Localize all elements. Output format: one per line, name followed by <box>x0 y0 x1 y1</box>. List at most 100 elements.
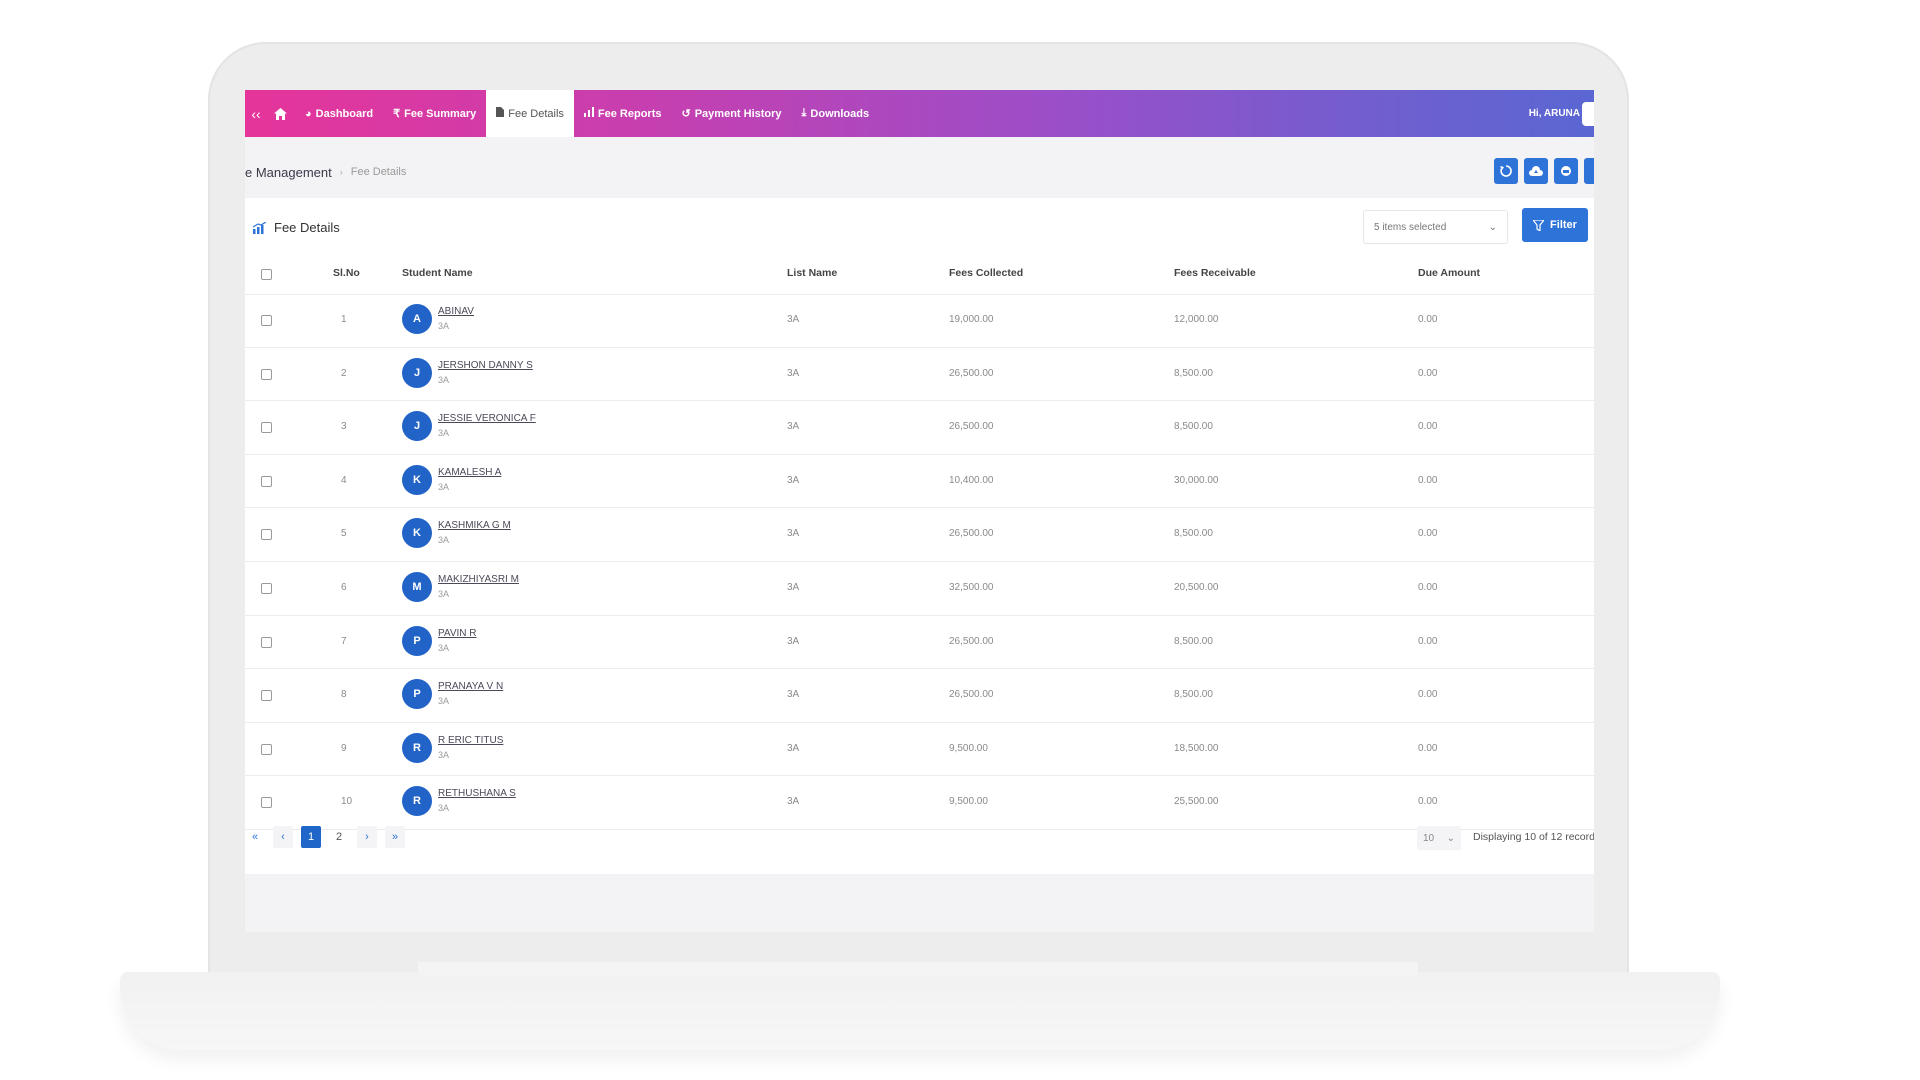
nav-fee-details[interactable]: Fee Details <box>486 90 574 137</box>
table-row: 9 R R ERIC TITUS 3A 3A 9,500.00 18,500.00 0.00 <box>245 723 1594 777</box>
header-fees-receivable[interactable]: Fees Receivable <box>1174 267 1256 279</box>
card-title-text: Fee Details <box>274 220 340 235</box>
chart-icon <box>583 107 594 120</box>
student-name-link[interactable]: ABINAV <box>438 306 474 317</box>
history-icon: ↺ <box>681 108 691 120</box>
first-page-button[interactable]: « <box>251 831 259 843</box>
table-row: 6 M MAKIZHIYASRI M 3A 3A 32,500.00 20,500.00 0.… <box>245 562 1594 616</box>
row-checkbox[interactable] <box>261 743 272 755</box>
select-all-checkbox[interactable] <box>261 269 272 280</box>
nav-downloads[interactable]: ⤓ Downloads <box>792 90 880 137</box>
cell-slno: 2 <box>341 367 347 379</box>
row-checkbox[interactable] <box>261 529 272 541</box>
row-checkbox[interactable] <box>261 690 272 702</box>
cell-fees-receivable: 8,500.00 <box>1174 635 1213 647</box>
collapse-chevron-icon[interactable]: ‹‹ <box>251 105 261 122</box>
download-icon: ⤓ <box>801 107 807 119</box>
row-checkbox[interactable] <box>261 315 272 326</box>
student-name-link[interactable]: KAMALESH A <box>438 466 502 478</box>
header-slno[interactable]: Sl.No <box>333 267 360 279</box>
avatar: A <box>402 304 432 334</box>
row-checkbox[interactable] <box>261 797 272 809</box>
student-class: 3A <box>438 588 450 599</box>
user-greeting[interactable]: Hi, ARUNA <box>1528 108 1580 119</box>
student-name-link[interactable]: PRANAYA V N <box>438 681 504 693</box>
student-class: 3A <box>438 749 450 760</box>
table-row: 2 J JERSHON DANNY S 3A 3A 26,500.00 8,500.00 0.… <box>245 348 1594 402</box>
page-size-select[interactable]: 10 ⌄ <box>1417 826 1461 850</box>
nav-dashboard[interactable]: ◕ Dashboard <box>295 90 383 137</box>
student-name-link[interactable]: R ERIC TITUS <box>438 734 504 746</box>
student-name-link[interactable]: PAVIN R <box>438 627 477 639</box>
breadcrumb: e Management › Fee Details <box>245 162 406 182</box>
student-class: 3A <box>438 321 450 331</box>
records-info: Displaying 10 of 12 records <box>1473 831 1594 843</box>
cell-slno: 3 <box>341 421 347 433</box>
table-row: 8 P PRANAYA V N 3A 3A 26,500.00 8,500.00 0.00 <box>245 669 1594 723</box>
row-checkbox[interactable] <box>261 636 272 648</box>
toolbar <box>1494 158 1594 184</box>
chart-icon <box>253 221 266 234</box>
avatar: K <box>402 518 432 549</box>
cell-fees-collected: 26,500.00 <box>949 689 994 701</box>
home-icon[interactable] <box>265 107 295 120</box>
student-name-link[interactable]: RETHUSHANA S <box>438 788 516 800</box>
last-page-button[interactable]: » <box>385 826 405 848</box>
row-checkbox[interactable] <box>261 475 272 487</box>
column-select[interactable]: 5 items selected ⌄ <box>1363 210 1508 244</box>
cell-slno: 10 <box>341 796 353 808</box>
cell-fees-receivable: 20,500.00 <box>1174 581 1219 593</box>
page-1-button[interactable]: 1 <box>301 826 321 848</box>
cell-fees-collected: 26,500.00 <box>949 635 994 647</box>
header-fees-collected[interactable]: Fees Collected <box>949 267 1024 279</box>
prev-page-button[interactable]: ‹ <box>273 826 293 848</box>
cell-due-amount: 0.00 <box>1418 421 1438 433</box>
breadcrumb-root[interactable]: e Management <box>245 164 332 180</box>
student-class: 3A <box>438 428 450 439</box>
cell-due-amount: 0.00 <box>1418 796 1438 808</box>
avatar: K <box>402 464 432 495</box>
student-name-link[interactable]: KASHMIKA G M <box>438 520 511 532</box>
cell-list-name: 3A <box>787 689 800 701</box>
cell-due-amount: 0.00 <box>1418 689 1438 701</box>
student-class: 3A <box>438 642 450 653</box>
cell-list-name: 3A <box>787 367 800 379</box>
row-checkbox[interactable] <box>261 422 272 434</box>
nav-fee-reports[interactable]: Fee Reports <box>574 90 672 137</box>
table-row: 5 K KASHMIKA G M 3A 3A 26,500.00 8,500.00 0.00 <box>245 508 1594 562</box>
rupee-icon: ₹ <box>393 108 401 120</box>
print-button[interactable] <box>1554 158 1578 184</box>
student-name-link[interactable]: JERSHON DANNY S <box>438 359 533 371</box>
cell-slno: 9 <box>341 742 347 754</box>
page-2-button[interactable]: 2 <box>335 831 343 843</box>
cell-fees-collected: 19,000.00 <box>949 314 994 325</box>
next-page-button[interactable]: › <box>357 826 377 848</box>
nav-payment-history[interactable]: ↺ Payment History <box>672 90 792 137</box>
cell-slno: 4 <box>341 474 347 486</box>
header-list-name[interactable]: List Name <box>787 267 838 279</box>
cell-slno: 6 <box>341 581 347 593</box>
cell-due-amount: 0.00 <box>1418 367 1438 379</box>
row-checkbox[interactable] <box>261 368 272 380</box>
cell-list-name: 3A <box>787 528 800 540</box>
row-checkbox[interactable] <box>261 582 272 594</box>
document-icon <box>496 107 505 120</box>
student-name-link[interactable]: MAKIZHIYASRI M <box>438 573 519 585</box>
refresh-button[interactable] <box>1494 158 1518 184</box>
cell-due-amount: 0.00 <box>1418 581 1438 593</box>
cell-fees-receivable: 30,000.00 <box>1174 474 1219 486</box>
header-student-name[interactable]: Student Name <box>402 267 473 279</box>
column-select-value: 5 items selected <box>1374 221 1447 233</box>
filter-button[interactable]: Filter <box>1522 208 1588 242</box>
upload-button[interactable] <box>1524 158 1548 184</box>
student-name-link[interactable]: JESSIE VERONICA F <box>438 413 536 425</box>
avatar[interactable] <box>1582 102 1594 126</box>
table-row: 3 J JESSIE VERONICA F 3A 3A 26,500.00 8,500.00… <box>245 401 1594 455</box>
pagination: « ‹ 1 2 › » <box>245 826 405 848</box>
nav-fee-summary[interactable]: ₹ Fee Summary <box>383 90 486 137</box>
nav-fee-details-label: Fee Details <box>508 107 564 120</box>
cell-list-name: 3A <box>787 314 800 325</box>
avatar: J <box>402 357 432 388</box>
more-button[interactable] <box>1584 158 1594 184</box>
header-due-amount[interactable]: Due Amount <box>1418 267 1481 279</box>
